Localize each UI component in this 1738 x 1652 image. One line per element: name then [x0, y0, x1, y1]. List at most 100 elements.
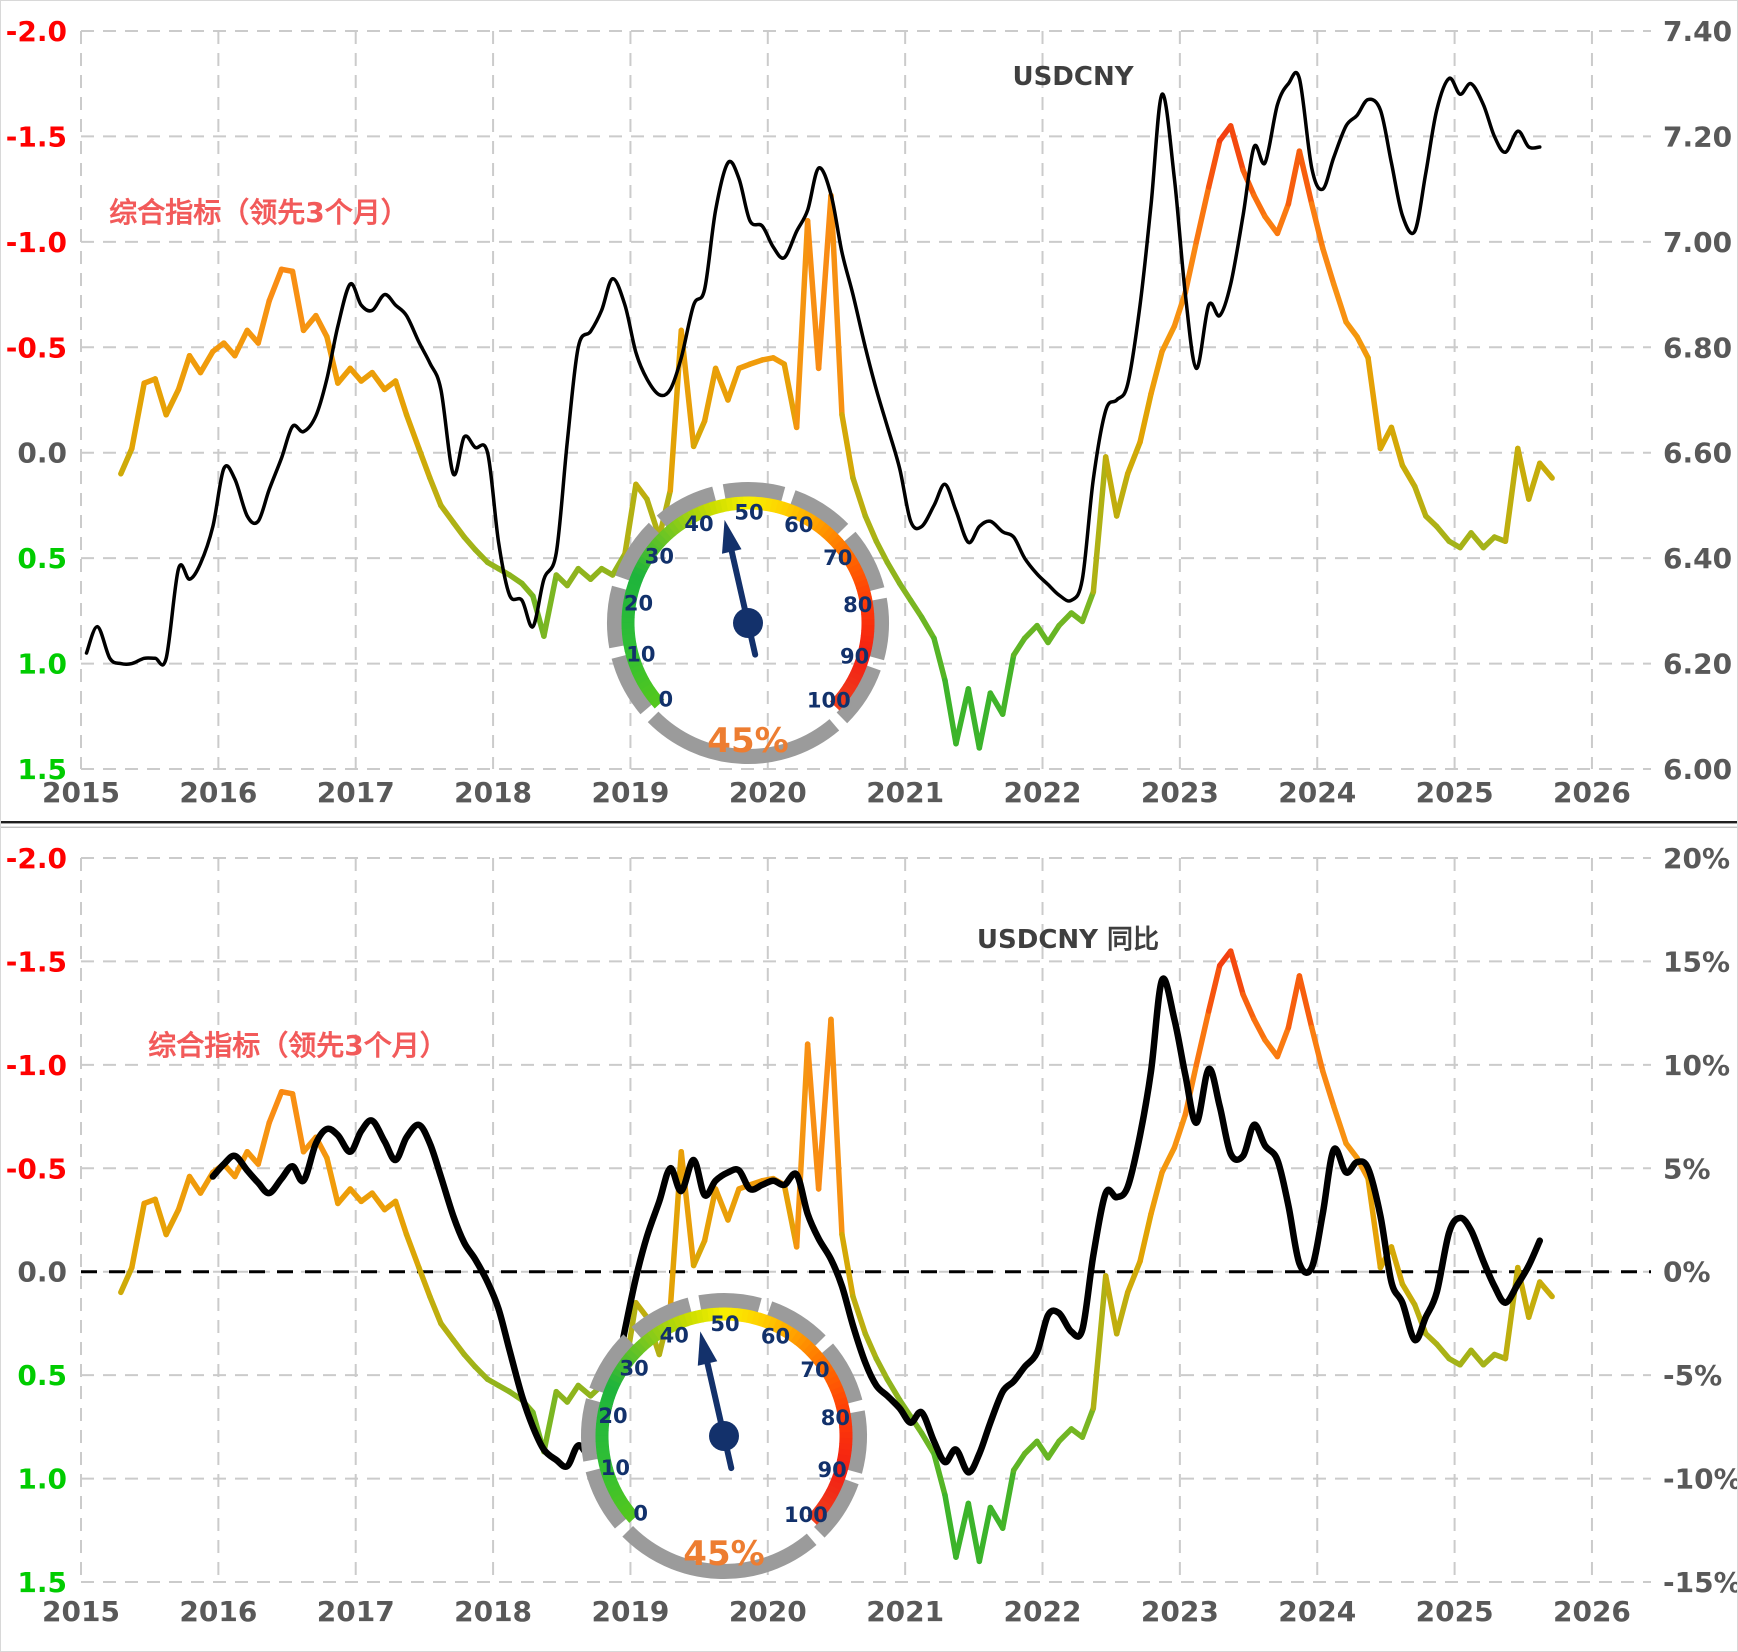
left-axis-tick-label: -2.0 — [6, 842, 67, 875]
indicator-line-segment — [1251, 1016, 1268, 1043]
right-axis-tick-label: 0% — [1663, 1256, 1711, 1289]
indicator-line-segment — [999, 652, 1017, 717]
indicator-line-segment — [793, 1041, 811, 1250]
left-axis-tick-label: -1.5 — [6, 120, 67, 153]
indicator-line-segment — [1124, 1258, 1143, 1296]
gauge-scale-arc-segment — [807, 1511, 822, 1525]
indicator-line-segment — [472, 546, 491, 566]
indicator-line-segment — [1412, 483, 1429, 519]
indicator-line-segment — [450, 1337, 467, 1358]
x-axis-year-label: 2022 — [1004, 776, 1082, 809]
gauge-tick-label: 70 — [800, 1358, 829, 1382]
gauge-scale-arc-segment — [746, 1309, 756, 1324]
indicator-line-segment — [667, 327, 685, 494]
indicator-line-segment — [976, 1504, 994, 1565]
gauge-scale-arc-segment — [852, 573, 867, 585]
gauge-tick-label: 30 — [620, 1357, 649, 1381]
gauge-scale-arc-segment — [838, 1448, 852, 1457]
indicator-line-segment — [1159, 1144, 1178, 1176]
indicator-line-segment — [564, 1382, 581, 1405]
indicator-line-segment — [1537, 460, 1555, 481]
panel-divider-line — [1, 821, 1737, 824]
gauge-scale-arc-segment — [632, 565, 647, 577]
x-axis-year-label: 2025 — [1416, 776, 1494, 809]
gauge-scale-arc-segment — [630, 571, 645, 582]
indicator-line-segment — [564, 565, 581, 589]
gauge-scale-arc-segment — [634, 673, 649, 685]
gauge-scale-arc-segment — [621, 1505, 636, 1519]
gauge-ring-segment — [622, 1525, 817, 1579]
indicator-line-segment — [1034, 1438, 1051, 1461]
gauge-ring-segment — [611, 654, 653, 715]
x-axis-year-label: 2026 — [1553, 776, 1631, 809]
gauge-ring-segment — [647, 711, 840, 764]
x-axis-year-label: 2019 — [591, 1595, 669, 1628]
gauge-scale-arc-segment — [672, 517, 685, 533]
usdcny-yoy-line — [209, 975, 1544, 1476]
indicator-line-segment — [519, 580, 536, 599]
gauge-scale-arc-segment — [663, 524, 677, 539]
indicator-line-segment — [873, 538, 891, 566]
indicator-line-segment — [1285, 148, 1303, 207]
indicator-line-segment — [1537, 1279, 1555, 1300]
indicator-line-segment — [1388, 1244, 1406, 1287]
left-axis-tick-label: 1.5 — [17, 753, 67, 786]
indicator-line-segment — [1227, 948, 1246, 998]
indicator-line-segment — [1262, 1037, 1281, 1060]
gauge-scale-arc-segment — [817, 522, 831, 537]
gauge-scale-arc-segment — [701, 1308, 710, 1323]
gauge-tick-label: 100 — [807, 689, 851, 713]
indicator-line-segment — [1399, 1281, 1418, 1308]
indicator-line-segment — [403, 412, 422, 452]
gauge-scale-arc-segment — [860, 635, 874, 644]
right-axis-tick-label: 7.40 — [1663, 15, 1732, 48]
indicator-line-segment — [850, 475, 869, 519]
indicator-line-segment — [1343, 1140, 1360, 1161]
indicator-line-segment — [873, 1355, 891, 1383]
gauge-needle-shaft — [727, 543, 759, 658]
x-axis-year-label: 2017 — [317, 1595, 395, 1628]
gauge-scale-arc-segment — [606, 1377, 622, 1390]
gauge-ring-segment — [607, 585, 627, 649]
right-axis-tick-label: 7.20 — [1663, 120, 1732, 153]
indicator-line-segment — [438, 502, 456, 526]
gauge-scale-arc-segment — [695, 1309, 705, 1324]
indicator-line-segment — [942, 677, 959, 747]
right-axis-tick-label: 6.20 — [1663, 648, 1732, 681]
gauge-scale-arc-segment — [854, 579, 869, 590]
indicator-line-segment — [793, 218, 811, 431]
indicator-line-segment — [918, 1430, 937, 1457]
indicator-line-segment — [1388, 424, 1406, 469]
indicator-line-segment — [129, 380, 147, 452]
indicator-line-segment — [313, 312, 330, 340]
indicator-line-segment — [896, 580, 914, 604]
gauge-scale-arc-segment — [802, 1342, 817, 1356]
indicator-line-segment — [266, 266, 285, 304]
gauge-ring-segment — [656, 486, 717, 528]
x-axis-year-label: 2021 — [866, 1595, 944, 1628]
left-axis-tick-label: 0.0 — [17, 437, 67, 470]
indicator-line-segment — [1502, 445, 1521, 545]
x-axis-year-label: 2015 — [42, 1595, 120, 1628]
indicator-line-segment — [152, 1196, 169, 1238]
gauge-scale-arc-segment — [678, 1313, 689, 1329]
gauge-ring-segment — [615, 522, 660, 581]
gauge-tick-label: 20 — [598, 1404, 627, 1428]
indicator-line-segment — [163, 1206, 182, 1238]
indicator-line-segment — [1433, 1341, 1452, 1362]
gauge-scale-arc-segment — [629, 663, 645, 675]
indicator-line-segment — [450, 519, 467, 540]
gauge-scale-arc-segment — [769, 498, 779, 513]
indicator-line-segment — [392, 1198, 410, 1238]
bottom-chart-usdcny-yoy: 010 20 30 40 50 60 70 80 90 100 -2.0 -1.5 -1.0 -0.5 0.… — [6, 842, 1737, 1628]
gauge-ring-segment — [843, 531, 885, 592]
indicator-line-segment — [324, 1155, 341, 1207]
indicator-line-segment — [942, 1492, 959, 1560]
indicator-line-segment — [965, 1500, 983, 1565]
indicator-line-segment — [976, 690, 994, 751]
indicator-line-segment — [186, 352, 204, 376]
panel-divider-shadow — [1, 826, 1737, 828]
gauge-tick-label: 70 — [823, 546, 852, 570]
